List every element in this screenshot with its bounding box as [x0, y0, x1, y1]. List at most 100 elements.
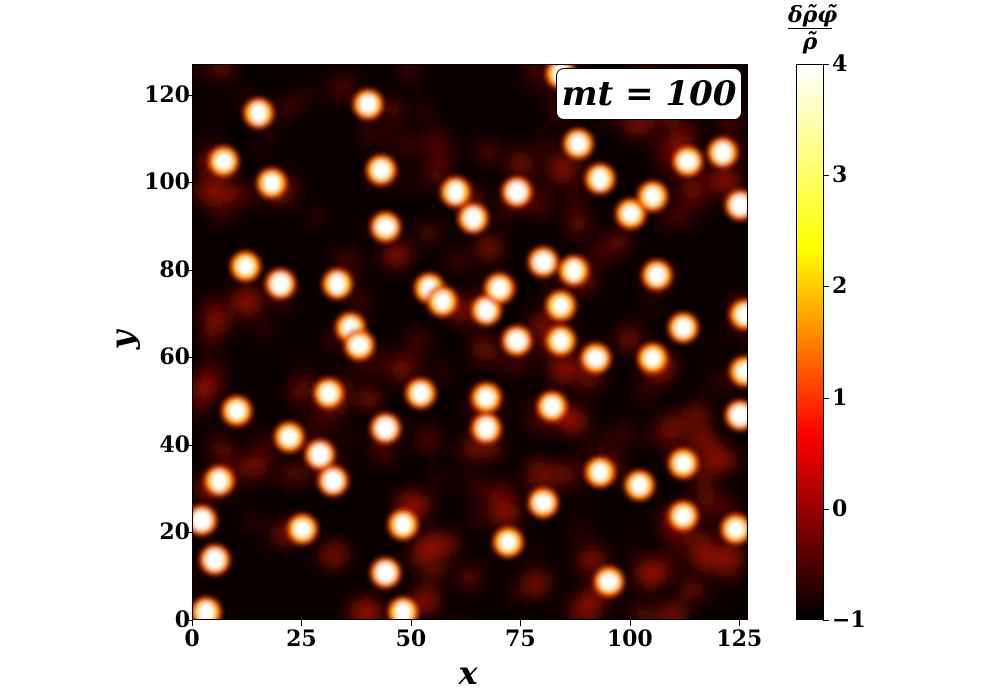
colorbar-tick-label: 2: [832, 273, 848, 300]
filament-patch: [417, 428, 439, 451]
peak-core: [330, 273, 345, 294]
filament-patch: [253, 435, 278, 460]
filament-patch: [686, 404, 708, 426]
colorbar-tick-label: −1: [832, 607, 866, 633]
peak-core: [675, 507, 692, 524]
filament-patch: [629, 547, 640, 558]
filament-patch: [289, 464, 308, 483]
colorbar-label: δρ̃φ̃ ρ̃: [788, 4, 837, 53]
filament-patch: [509, 587, 524, 601]
x-tick-label: 75: [505, 626, 536, 652]
peak-core: [632, 476, 647, 495]
filament-patch: [490, 481, 516, 507]
filament-patch: [493, 502, 518, 526]
x-tick-label: 25: [286, 626, 317, 652]
filament-patch: [414, 145, 424, 156]
peak-core: [193, 510, 211, 531]
peak-core: [271, 273, 290, 294]
peak-core: [238, 258, 253, 275]
filament-patch: [500, 353, 521, 375]
peak-core: [478, 418, 495, 439]
filament-patch: [487, 553, 498, 564]
peak-core: [228, 402, 245, 419]
filament-patch: [684, 582, 701, 599]
filament-patch: [255, 322, 274, 340]
peak-core: [491, 279, 508, 298]
peak-core: [360, 95, 377, 114]
x-tick-label: 0: [184, 626, 200, 652]
filament-patch: [214, 441, 230, 457]
filament-patch: [358, 276, 371, 288]
filament-patch: [211, 316, 228, 333]
filament-patch: [403, 334, 414, 345]
filament-patch: [248, 516, 260, 527]
filament-patch: [715, 591, 725, 601]
peak-core: [675, 318, 692, 337]
y-tick-label: 120: [144, 81, 190, 108]
colorbar-tick-mark: [823, 286, 829, 288]
filament-patch: [526, 65, 540, 75]
colorbar-tick-mark: [823, 397, 829, 399]
peak-core: [553, 331, 568, 350]
peak-core: [435, 292, 450, 311]
peak-core: [645, 350, 660, 367]
colorbar-tick-label: 1: [832, 384, 848, 411]
filament-patch: [426, 562, 443, 579]
filament-patch: [527, 545, 538, 557]
filament-patch: [651, 424, 671, 444]
filament-patch: [632, 605, 652, 619]
filament-patch: [558, 604, 571, 616]
peak-core: [534, 253, 553, 272]
filament-patch: [415, 102, 429, 116]
colorbar: [796, 64, 824, 620]
filament-patch: [585, 242, 609, 266]
filament-patch: [291, 354, 301, 365]
colorbar-tick-mark: [823, 508, 829, 510]
filament-patch: [384, 122, 395, 134]
peak-core: [507, 331, 526, 350]
filament-patch: [421, 225, 438, 242]
filament-patch: [384, 101, 399, 117]
filament-patch: [478, 143, 498, 162]
filament-patch: [567, 213, 588, 235]
filament-patch: [484, 491, 496, 503]
peak-core: [543, 397, 560, 416]
filament-patch: [564, 172, 574, 181]
peak-core: [737, 305, 747, 324]
filament-patch: [203, 332, 218, 348]
peak-core: [320, 384, 337, 403]
filament-patch: [689, 529, 711, 551]
filament-patch: [612, 234, 628, 250]
y-tick-label: 40: [159, 431, 190, 458]
filament-patch: [679, 178, 702, 200]
x-axis-label: x: [458, 654, 478, 692]
heatmap-plot-area: [192, 64, 748, 620]
filament-patch: [653, 210, 667, 225]
colorbar-tick-label: 0: [832, 495, 848, 522]
filament-patch: [362, 126, 378, 142]
peak-core: [251, 103, 266, 124]
filament-patch: [353, 600, 380, 619]
y-tick-mark: [186, 532, 192, 534]
peak-core: [622, 205, 639, 222]
filament-patch: [582, 500, 591, 509]
filament-patch: [418, 535, 441, 558]
filament-patch: [204, 105, 215, 116]
filament-patch: [423, 125, 447, 149]
filament-patch: [658, 554, 680, 576]
filament-patch: [237, 185, 258, 206]
filament-patch: [353, 360, 365, 373]
filament-patch: [715, 556, 738, 579]
peak-core: [731, 195, 747, 216]
peak-core: [465, 208, 482, 229]
filament-patch: [199, 359, 224, 385]
colorbar-tick-mark: [823, 620, 829, 621]
peak-core: [678, 153, 697, 170]
filament-patch: [681, 122, 699, 140]
filament-patch: [376, 444, 392, 461]
x-tick-label: 100: [606, 626, 653, 652]
filament-patch: [432, 361, 452, 382]
peak-core: [264, 174, 279, 193]
filament-patch: [570, 522, 591, 543]
filament-patch: [205, 295, 225, 314]
